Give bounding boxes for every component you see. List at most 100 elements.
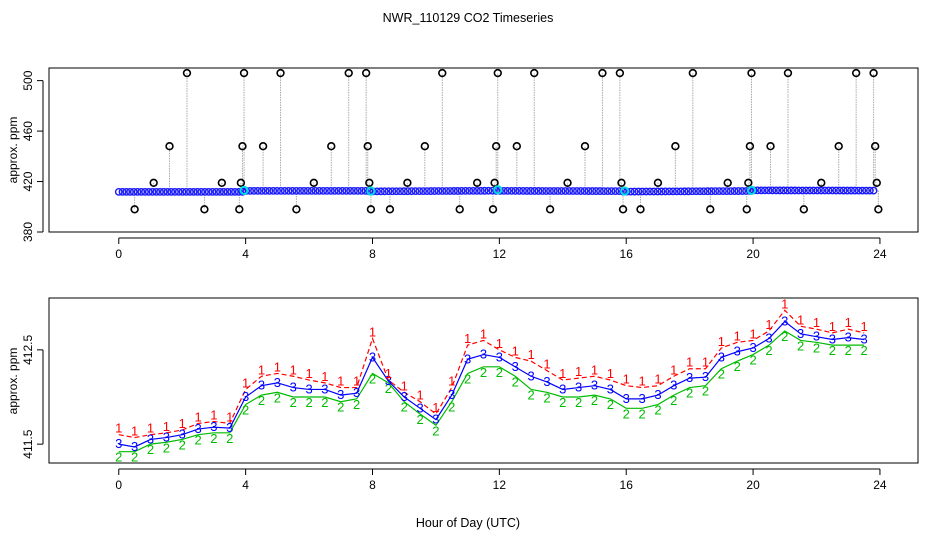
baseline-point	[642, 187, 651, 196]
baseline-point	[538, 187, 547, 195]
baseline-point	[630, 187, 639, 196]
baseline-point	[407, 187, 416, 196]
baseline-point	[798, 186, 807, 195]
series-2-marker: 2	[638, 406, 645, 421]
outlier-point	[455, 205, 464, 214]
series-1-marker: 1	[115, 421, 122, 436]
baseline-point	[665, 187, 674, 196]
outlier-point	[783, 68, 793, 78]
baseline-point	[182, 187, 191, 196]
series-3-marker: 3	[432, 412, 439, 427]
series-2-marker: 2	[765, 343, 772, 358]
baseline-point	[380, 187, 389, 196]
series-2-marker: 2	[432, 423, 439, 438]
baseline-point	[580, 187, 589, 195]
baseline-point	[129, 187, 138, 196]
outlier-point	[276, 68, 285, 78]
outlier-point	[130, 205, 139, 214]
outlier-point	[870, 142, 880, 151]
baseline-point	[680, 187, 689, 196]
series-1-marker: 1	[496, 336, 503, 351]
series-3-marker: 3	[686, 370, 693, 385]
x-tick-label: 24	[873, 247, 887, 261]
baseline-point	[530, 187, 539, 195]
baseline-point	[219, 187, 228, 196]
baseline-point	[603, 187, 612, 195]
baseline-point	[330, 186, 339, 195]
baseline-point	[820, 186, 829, 195]
baseline-point	[253, 186, 262, 195]
baseline-point	[546, 187, 554, 195]
outlier-point	[615, 68, 625, 78]
series-2-marker: 2	[813, 340, 820, 355]
baseline-point	[311, 186, 320, 195]
baseline-point	[388, 187, 397, 196]
outlier-point	[512, 142, 522, 151]
baseline-point	[133, 187, 142, 196]
x-tick-label: 20	[746, 478, 760, 492]
series-1-marker: 1	[131, 424, 138, 439]
baseline-point	[557, 187, 566, 195]
series-1-marker: 1	[226, 409, 233, 424]
outlier-point	[851, 68, 861, 78]
baseline-point	[553, 187, 562, 195]
baseline-point	[738, 187, 747, 195]
baseline-point	[794, 186, 803, 195]
series-1-marker: 1	[702, 355, 709, 370]
baseline-point	[730, 187, 739, 195]
baseline-point	[178, 187, 187, 196]
series-2-marker: 2	[734, 359, 741, 374]
series-2-marker: 2	[448, 400, 455, 415]
baseline-point	[615, 187, 624, 196]
baseline-point	[813, 186, 822, 195]
bottom-y-axis: 411.5 412.5	[21, 335, 44, 459]
top-baseline-series	[114, 185, 878, 196]
baseline-point	[790, 186, 799, 195]
series-2-marker: 2	[290, 395, 297, 410]
outlier-point	[365, 178, 374, 188]
baseline-point	[573, 187, 581, 195]
baseline-point	[392, 187, 401, 196]
series-3-marker: 3	[559, 381, 566, 396]
baseline-point	[715, 187, 724, 196]
series-3-marker: 3	[734, 344, 741, 359]
baseline-point	[676, 187, 685, 196]
series-3-marker: 3	[860, 331, 867, 346]
baseline-point	[122, 187, 131, 196]
outlier-point	[799, 205, 809, 214]
baseline-point	[411, 187, 420, 196]
baseline-point	[507, 187, 516, 195]
baseline-point	[599, 187, 608, 195]
series-2-marker: 2	[115, 450, 122, 465]
series-2-marker: 2	[797, 338, 804, 353]
baseline-point	[592, 187, 601, 195]
series-2-marker: 2	[480, 365, 487, 380]
series-3-marker: 3	[543, 374, 550, 389]
outlier-point	[742, 205, 751, 214]
outlier-point	[723, 178, 732, 188]
baseline-point	[227, 187, 236, 196]
baseline-point	[361, 186, 370, 195]
baseline-point	[515, 187, 524, 195]
series-3-marker: 3	[749, 340, 756, 355]
series-3-marker: 3	[337, 387, 344, 402]
outlier-point	[671, 142, 680, 151]
series-3-marker: 3	[845, 330, 852, 345]
series-1-marker: 1	[274, 359, 281, 374]
series-2-marker: 2	[131, 450, 138, 465]
baseline-point	[699, 187, 708, 196]
series-1-marker: 1	[765, 317, 772, 332]
baseline-point	[768, 186, 777, 195]
outlier-point	[744, 178, 753, 188]
baseline-point	[596, 187, 604, 195]
baseline-point	[761, 186, 769, 195]
bottom-y-axis-label: approx. ppm	[6, 348, 20, 415]
outlier-point	[309, 178, 319, 188]
series-3-marker: 3	[226, 420, 233, 435]
outlier-point	[563, 178, 572, 188]
x-tick-label: 4	[242, 247, 249, 261]
baseline-point	[156, 187, 164, 196]
series-3-line	[118, 320, 865, 448]
baseline-point	[292, 186, 301, 195]
